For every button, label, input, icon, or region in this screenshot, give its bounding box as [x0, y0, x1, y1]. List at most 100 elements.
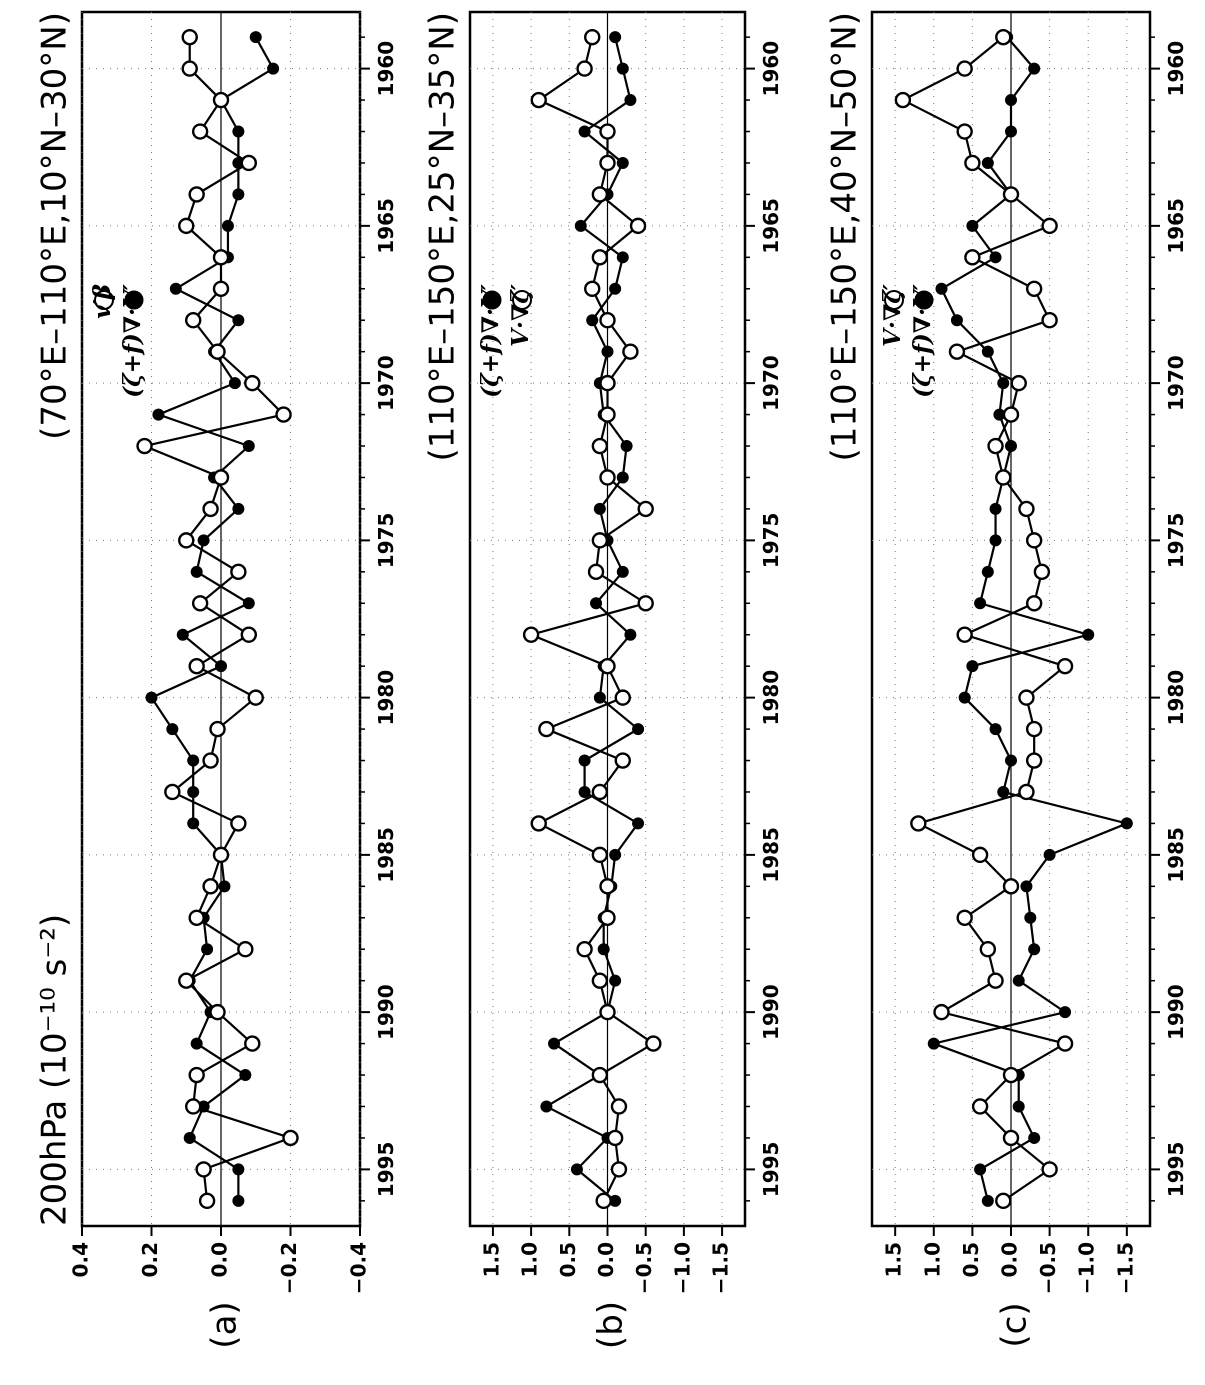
- legend-label: v′β: [89, 284, 116, 319]
- year-tick-label: 1965: [759, 198, 783, 254]
- open-point: [240, 154, 258, 172]
- open-point: [614, 752, 631, 769]
- open-point: [599, 878, 616, 895]
- filled-point: [1059, 1006, 1072, 1019]
- filled-point: [974, 597, 987, 610]
- open-point: [910, 815, 927, 832]
- filled-point: [232, 314, 245, 327]
- open-point: [1018, 689, 1035, 706]
- open-point: [538, 720, 555, 738]
- year-tick-label: 1990: [759, 984, 783, 1040]
- open-point: [164, 783, 181, 801]
- open-point: [212, 469, 230, 486]
- year-tick-label: 1960: [759, 41, 783, 97]
- open-point: [591, 437, 609, 455]
- open-point: [587, 563, 605, 581]
- open-point: [1002, 1066, 1020, 1084]
- filled-point: [166, 723, 179, 736]
- open-point: [591, 186, 609, 203]
- open-point: [1041, 312, 1058, 329]
- open-point: [1056, 657, 1074, 675]
- open-point: [230, 815, 247, 832]
- filled-point: [1005, 94, 1017, 107]
- open-point: [956, 626, 973, 643]
- open-point: [247, 689, 264, 706]
- filled-point: [981, 345, 994, 358]
- filled-point: [950, 314, 963, 327]
- open-point: [1010, 374, 1027, 392]
- open-point: [599, 469, 616, 486]
- open-point: [202, 752, 219, 769]
- filled-point: [958, 691, 971, 704]
- open-point: [591, 249, 609, 266]
- year-tick-label: 1995: [1164, 1142, 1188, 1198]
- year-tick-label: 1995: [759, 1142, 783, 1198]
- open-point: [136, 437, 153, 455]
- open-point: [894, 91, 912, 109]
- open-point: [1033, 563, 1051, 581]
- legend-marker-open: [94, 290, 114, 310]
- filled-point: [609, 282, 622, 295]
- open-point: [1002, 878, 1020, 895]
- open-point: [576, 941, 593, 958]
- open-point: [629, 217, 647, 235]
- value-tick-label: −0.4: [347, 1242, 371, 1294]
- panel-title: (110°E–150°E,25°N–35°N): [423, 12, 463, 462]
- open-point: [995, 469, 1012, 486]
- legend-marker-filled: [914, 290, 934, 310]
- filled-point: [574, 219, 587, 232]
- open-point: [979, 941, 997, 958]
- filled-point: [597, 943, 610, 956]
- year-tick-label: 1970: [759, 355, 783, 411]
- panel-subtitle: 200hPa (10⁻¹⁰ s⁻²): [35, 914, 75, 1226]
- panel-b: 1960 1965 1970 1975 1980 1985 1990 1995 1.5 1.0 0.…: [423, 10, 783, 1349]
- panel-label: (b): [591, 1301, 631, 1349]
- filled-point: [593, 502, 606, 515]
- filled-point: [616, 251, 629, 264]
- open-point: [637, 595, 654, 612]
- filled-point: [221, 219, 234, 232]
- open-point: [614, 689, 631, 706]
- open-point: [188, 909, 205, 926]
- filled-point: [232, 1194, 245, 1207]
- year-tick-label: 1990: [374, 984, 398, 1040]
- open-point: [181, 60, 198, 77]
- year-tick-label: 1975: [1164, 513, 1188, 569]
- filled-point: [632, 817, 645, 830]
- filled-point: [215, 660, 227, 673]
- value-tick-label: −1.0: [1075, 1242, 1099, 1294]
- open-point: [237, 941, 254, 958]
- filled-point: [578, 754, 591, 767]
- year-tick-label: 1990: [1164, 984, 1188, 1040]
- open-point: [212, 280, 230, 297]
- open-point: [1025, 595, 1043, 612]
- filled-point: [1005, 125, 1017, 138]
- open-point: [645, 1035, 662, 1052]
- open-point: [184, 1098, 202, 1115]
- legend-marker-filled: [482, 290, 502, 310]
- open-point: [1002, 406, 1020, 423]
- year-tick-label: 1960: [374, 41, 398, 97]
- open-point: [195, 1161, 212, 1178]
- open-point: [240, 626, 258, 643]
- year-tick-label: 1980: [1164, 670, 1188, 726]
- open-point: [1025, 720, 1043, 738]
- open-point: [212, 249, 230, 266]
- filled-point: [1043, 848, 1056, 861]
- filled-point: [187, 785, 200, 798]
- open-point: [971, 1098, 989, 1115]
- open-point: [591, 532, 609, 549]
- filled-point: [232, 125, 245, 138]
- panel-a: 1960 1965 1970 1975 1980 1985 1990 1995 0.4 0.2 0.…: [35, 10, 398, 1349]
- filled-point: [966, 219, 979, 232]
- filled-point: [989, 502, 1002, 515]
- value-tick-label: 0.0: [594, 1242, 618, 1277]
- filled-point: [624, 94, 637, 107]
- panel-label: (a): [205, 1301, 245, 1348]
- legend-label: (ζ+f)∇·V′: [119, 284, 146, 398]
- filled-point: [616, 471, 629, 484]
- open-point: [1002, 1129, 1020, 1147]
- filled-point: [187, 754, 200, 767]
- filled-point: [239, 1069, 252, 1082]
- open-point: [584, 28, 601, 46]
